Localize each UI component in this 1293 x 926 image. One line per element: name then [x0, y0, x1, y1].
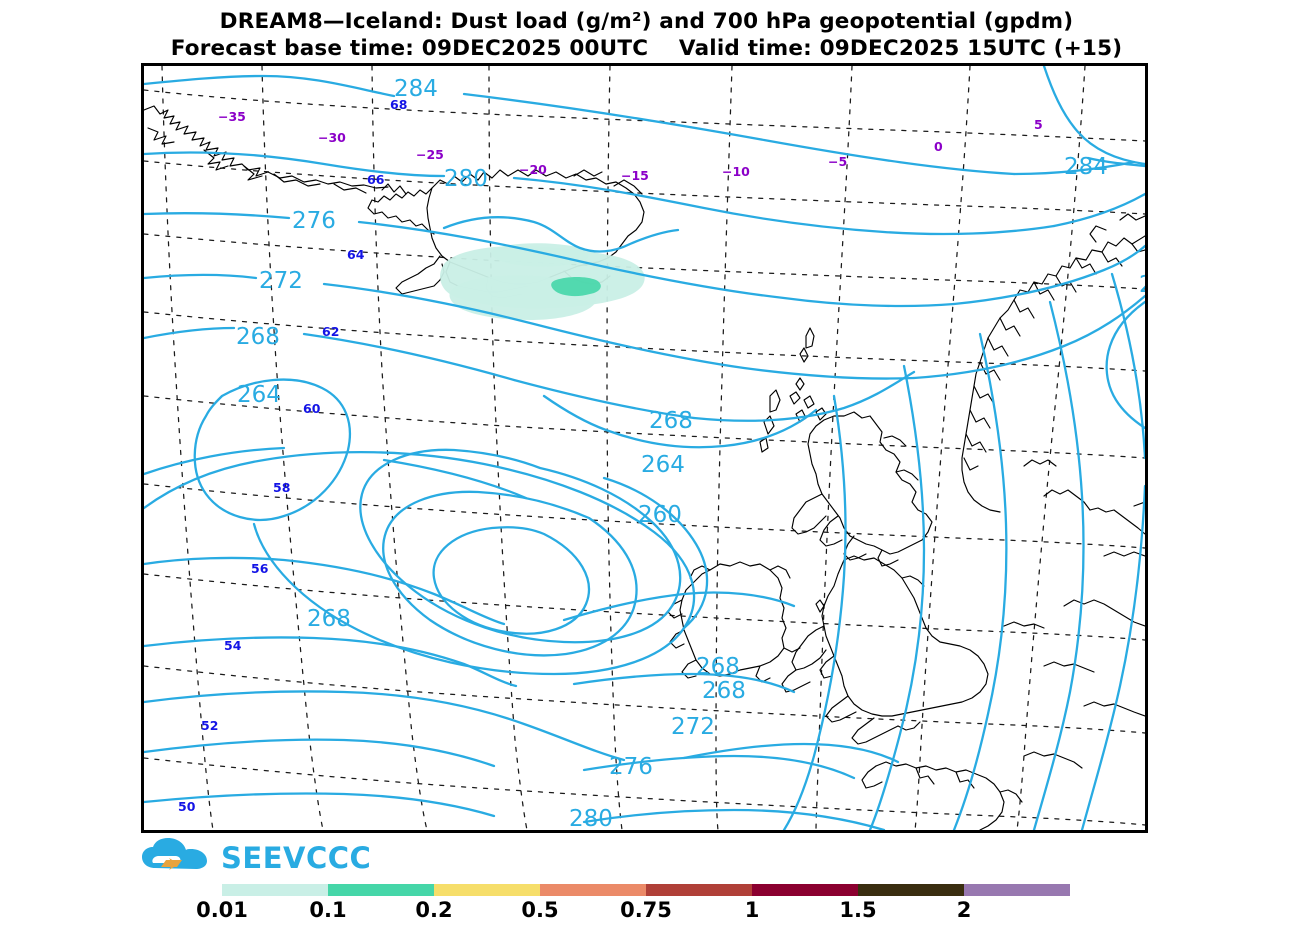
lat-label-52: 52 — [201, 718, 218, 733]
colorbar-tick-label: 1 — [744, 898, 760, 922]
map-plot-area: 284 284 280 276 272 268 264 268 264 260 … — [141, 63, 1148, 833]
lon-label-minus10: −10 — [722, 164, 750, 179]
contour-label-2-right: 2 — [1139, 272, 1145, 298]
colorbar-tick-label: 2 — [956, 898, 972, 922]
lon-label-minus35: −35 — [218, 109, 246, 124]
colorbar-tick-label: 0.75 — [620, 898, 672, 922]
contour-label-268a: 268 — [236, 324, 280, 350]
colorbar: 0.01 0.1 0.2 0.5 0.75 1 1.5 2 — [0, 884, 1293, 926]
colorbar-labels: 0.01 0.1 0.2 0.5 0.75 1 1.5 2 — [0, 898, 1293, 926]
colorbar-segment — [646, 884, 752, 896]
latitude-tick-labels: 68 66 64 62 60 58 56 54 52 50 — [178, 97, 407, 814]
lon-label-minus15: −15 — [621, 168, 649, 183]
colorbar-segment — [328, 884, 434, 896]
colorbar-segment — [964, 884, 1070, 896]
contour-label-272: 272 — [671, 714, 715, 740]
lon-label-0: 0 — [934, 139, 943, 154]
lat-label-66: 66 — [367, 172, 385, 187]
contour-label-268d: 268 — [696, 654, 740, 680]
chart-title-block: DREAM8—Iceland: Dust load (g/m²) and 700… — [0, 8, 1293, 62]
chart-title-line1: DREAM8—Iceland: Dust load (g/m²) and 700… — [219, 9, 1074, 34]
lat-label-58: 58 — [273, 480, 290, 495]
colorbar-tick-label: 1.5 — [839, 898, 877, 922]
contour-label-272: 272 — [259, 268, 303, 294]
lon-label-minus20: −20 — [519, 162, 547, 177]
lat-label-54: 54 — [224, 638, 242, 653]
colorbar-tick-label: 0.2 — [415, 898, 453, 922]
contour-label-264b: 264 — [641, 452, 685, 478]
contour-label-284-right: 284 — [1064, 154, 1108, 180]
seevccc-logo: SEEVCCC — [141, 836, 401, 880]
contour-label-280: 280 — [444, 166, 488, 192]
contour-labels: 284 284 280 276 272 268 264 268 264 260 … — [236, 76, 1145, 830]
contour-label-264a: 264 — [237, 382, 281, 408]
contour-label-268b: 268 — [649, 408, 693, 434]
cloud-icon — [142, 838, 207, 870]
geopotential-contours — [144, 66, 1145, 830]
colorbar-swatches — [222, 884, 1070, 896]
contour-label-280: 280 — [569, 806, 613, 830]
colorbar-segment — [434, 884, 540, 896]
contour-label-276: 276 — [609, 754, 653, 780]
lat-label-64: 64 — [347, 247, 365, 262]
colorbar-segment — [540, 884, 646, 896]
contour-label-276: 276 — [292, 208, 336, 234]
lon-label-5: 5 — [1034, 117, 1043, 132]
colorbar-tick-label: 0.1 — [309, 898, 347, 922]
contour-label-268c: 268 — [307, 606, 351, 632]
lat-label-60: 60 — [303, 401, 321, 416]
colorbar-segment — [752, 884, 858, 896]
colorbar-tick-label: 0.01 — [196, 898, 248, 922]
contour-label-268e: 268 — [702, 678, 746, 704]
lat-label-62: 62 — [322, 324, 339, 339]
colorbar-tick-label: 0.5 — [521, 898, 559, 922]
longitude-tick-labels: −35 −30 −25 −20 −15 −10 −5 0 5 — [218, 109, 1043, 183]
lat-label-68: 68 — [390, 97, 407, 112]
dust-load-shading — [440, 243, 645, 320]
lat-label-56: 56 — [251, 561, 269, 576]
colorbar-segment — [858, 884, 964, 896]
lat-label-50: 50 — [178, 799, 196, 814]
lon-label-minus5: −5 — [828, 154, 847, 169]
map-svg: 284 284 280 276 272 268 264 268 264 260 … — [144, 66, 1145, 830]
logo-text: SEEVCCC — [221, 841, 372, 875]
chart-title-line2: Forecast base time: 09DEC2025 00UTC Vali… — [170, 36, 1123, 61]
colorbar-segment — [222, 884, 328, 896]
lon-label-minus30: −30 — [318, 130, 346, 145]
contour-label-260: 260 — [638, 502, 682, 528]
lon-label-minus25: −25 — [416, 147, 444, 162]
contour-label-284-top: 284 — [394, 76, 438, 102]
